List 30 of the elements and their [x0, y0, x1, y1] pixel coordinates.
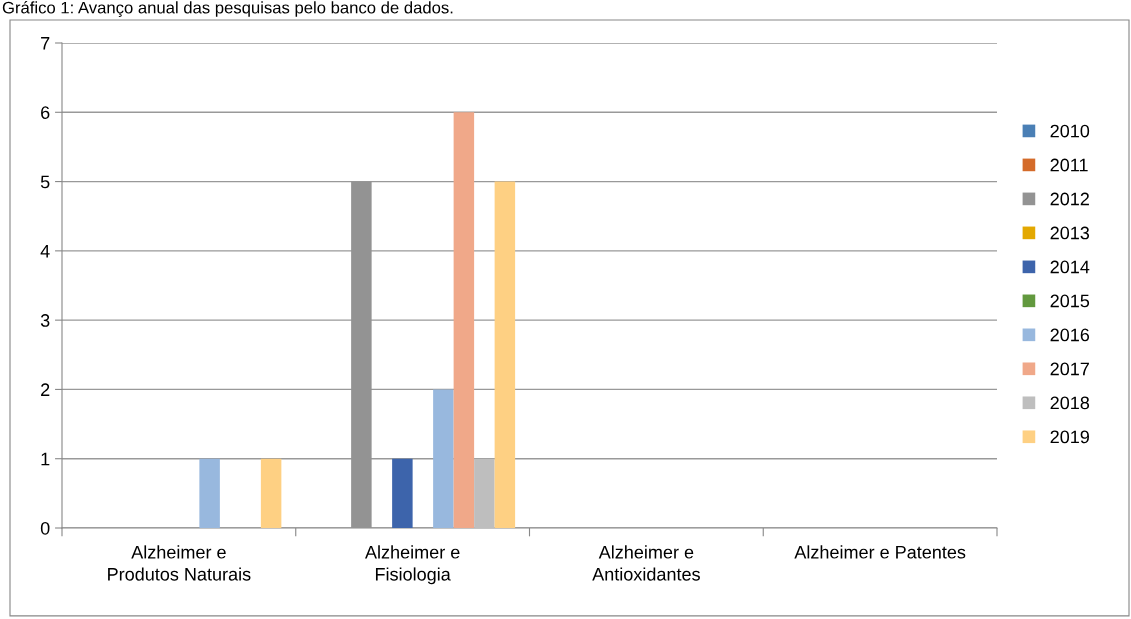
y-tick-label: 6 — [41, 106, 50, 120]
y-tick-label: 1 — [41, 452, 50, 466]
y-tick-label: 5 — [40, 175, 50, 189]
legend-label: 2017 — [1050, 362, 1089, 376]
bar — [392, 458, 413, 528]
legend-label: 2010 — [1050, 124, 1090, 138]
bar — [494, 181, 516, 528]
legend-label: 2015 — [1050, 294, 1090, 308]
x-tick-label: Alzheimer e Antioxidantes — [592, 545, 700, 581]
bar — [433, 389, 454, 528]
y-tick-label: 4 — [40, 244, 50, 258]
legend-label: 2011 — [1050, 158, 1088, 172]
x-tick-label: Alzheimer e Fisiologia — [365, 545, 460, 585]
legend-label: 2014 — [1050, 260, 1090, 274]
legend-label: 2019 — [1050, 430, 1089, 444]
y-tick-label: 2 — [41, 383, 50, 396]
y-tick-label: 0 — [40, 521, 50, 535]
bar — [199, 458, 220, 528]
bar — [260, 458, 282, 528]
legend-label: 2012 — [1050, 192, 1089, 206]
legend-label: 2016 — [1050, 328, 1090, 342]
legend-label: 2018 — [1050, 396, 1090, 410]
legend-label: 2013 — [1050, 226, 1090, 240]
chart-title: Gráfico 1: Avanço anual das pesquisas pelo banco de dados. — [2, 1, 453, 17]
y-tick-label: 3 — [40, 314, 50, 327]
x-tick-label: Alzheimer e Patentes — [794, 545, 966, 559]
bar — [453, 112, 475, 528]
bar — [474, 458, 495, 528]
y-tick-label: 7 — [41, 37, 50, 50]
x-tick-label: Alzheimer e Produtos Naturais — [108, 545, 251, 581]
